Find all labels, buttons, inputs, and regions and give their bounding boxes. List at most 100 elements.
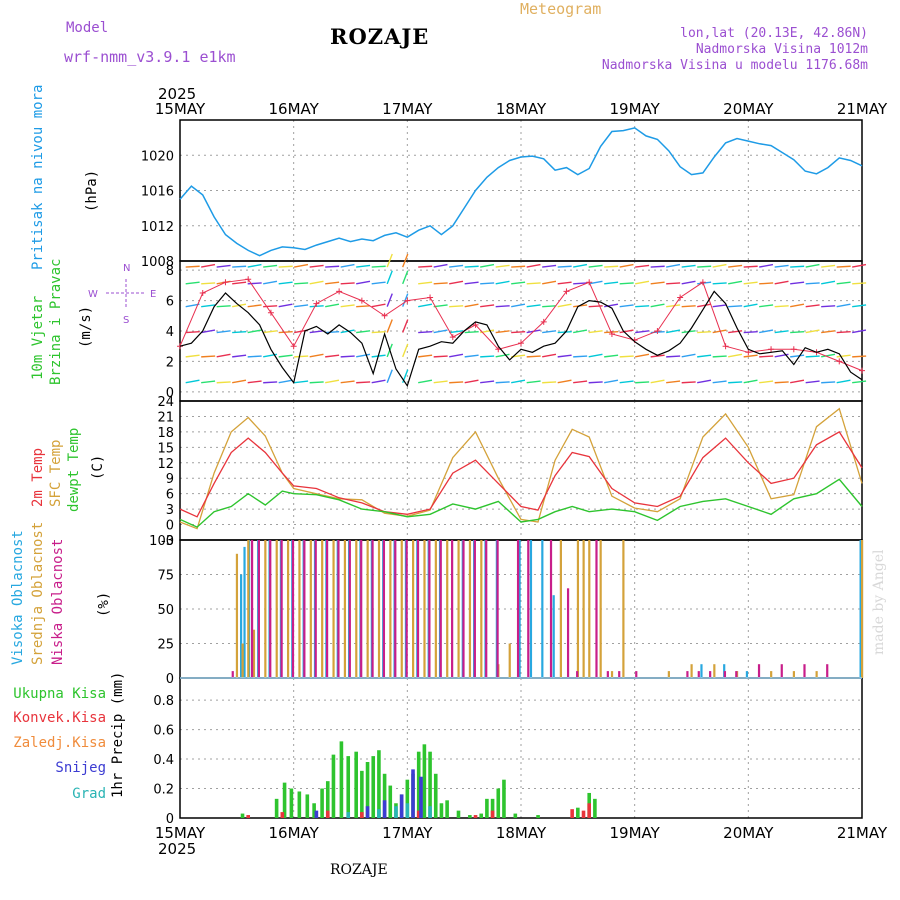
precip-bar (445, 800, 449, 818)
wind-arrow (418, 303, 433, 308)
wind-arrow (232, 354, 247, 358)
cloud-bar (508, 643, 511, 678)
footer-station: ROZAJE (330, 862, 388, 878)
wind-arrow (821, 381, 836, 384)
wind-arrow (728, 353, 743, 358)
wind-arrow (666, 380, 681, 384)
cloud-bar (446, 540, 449, 678)
wind-arrow (495, 305, 510, 308)
sfc-temp-line (179, 407, 863, 530)
wind-gust-marker (427, 294, 434, 301)
wind-arrow (697, 379, 712, 384)
wind-arrow (774, 264, 789, 268)
y-tick-label: 1008 (141, 255, 174, 270)
precip-bar (382, 800, 387, 818)
wind-arrow (588, 280, 603, 285)
wind-arrow (201, 355, 216, 358)
precip-bar (581, 810, 586, 818)
wind-arrow (635, 280, 650, 285)
dewpt-line (179, 478, 863, 528)
precip-bar (246, 815, 250, 818)
x-tick-label-bottom: 15MAY (155, 824, 206, 842)
precip-bar (490, 798, 495, 818)
precip-bar (411, 769, 415, 818)
cloud-bar (690, 664, 693, 678)
cloud-bar (529, 540, 533, 678)
wind-arrow (511, 281, 526, 285)
wind-arrow (836, 330, 851, 334)
wind-gust-marker (313, 300, 320, 307)
precip-bar (513, 813, 518, 818)
wind-arrow (402, 343, 409, 358)
wind-arrow (201, 282, 216, 285)
wind-arrow (201, 304, 216, 308)
cloud-bar (231, 671, 234, 678)
wind-arrow (805, 304, 820, 308)
cloud-bar (859, 540, 862, 678)
precip-bar (360, 770, 364, 818)
cloud-bar (377, 540, 381, 678)
wind-arrow (356, 280, 371, 285)
wind-arrow (340, 355, 355, 358)
station-title: ROZAJE (330, 24, 430, 49)
wind-arrow (495, 353, 510, 358)
cloud-bar (412, 540, 415, 678)
wind-arrow (557, 265, 572, 268)
wind-arrow (356, 381, 371, 384)
wind-arrow (790, 379, 805, 384)
wind-speed-line (179, 290, 863, 388)
wind-arrow (263, 280, 278, 285)
wind-arrow (805, 329, 820, 334)
cloud-bar (468, 540, 472, 678)
cloud-bar (303, 540, 306, 678)
y-tick-label: 75 (157, 569, 174, 584)
y-tick-label: 50 (157, 603, 174, 618)
wind-arrow (340, 282, 355, 285)
precip-bar (240, 813, 245, 818)
wind-arrow (588, 264, 603, 268)
wind-arrow (464, 354, 479, 358)
wind-arrow (712, 263, 727, 268)
wind-arrow (185, 265, 200, 268)
wind-arrow (759, 282, 774, 285)
precip-bar (428, 751, 432, 818)
precip-bar (536, 815, 540, 818)
wind-arrow (433, 329, 448, 334)
wind-arrow (449, 280, 464, 285)
wind-arrow (805, 380, 820, 384)
wind-arrow (697, 303, 712, 308)
wind-arrow (650, 354, 665, 358)
wind-arrow (712, 304, 727, 308)
x-tick-label-bottom: 17MAY (382, 824, 433, 842)
cloud-bar (264, 540, 267, 678)
wind-arrow (697, 281, 712, 285)
x-tick-label-bottom: 19MAY (610, 824, 661, 842)
wind-arrow (650, 379, 665, 384)
cloud-bar (480, 540, 483, 678)
wind-arrow (712, 355, 727, 358)
wind-arrow (759, 263, 774, 268)
wind-arrow (805, 263, 820, 268)
precip-bar (312, 803, 316, 818)
wind-arrow (635, 305, 650, 308)
wind-arrow (418, 265, 433, 268)
wind-arrow (325, 281, 340, 285)
wind-arrow (588, 305, 603, 308)
cloud-bar (485, 540, 488, 678)
wind-arrow (836, 265, 851, 268)
cloud-bar (389, 540, 392, 678)
y-tick-label: 0.6 (153, 724, 174, 739)
wind-arrow (650, 303, 665, 308)
wind-arrow (681, 280, 696, 285)
wind-arrow (852, 263, 867, 268)
wind-arrow (185, 281, 200, 285)
wind-arrow (232, 281, 247, 285)
wind-arrow (743, 281, 758, 285)
wind-arrow (619, 282, 634, 285)
wind-arrow (604, 379, 619, 384)
wind-arrow (371, 281, 386, 285)
cloud-bar (332, 540, 335, 678)
wind-arrow (805, 355, 820, 358)
